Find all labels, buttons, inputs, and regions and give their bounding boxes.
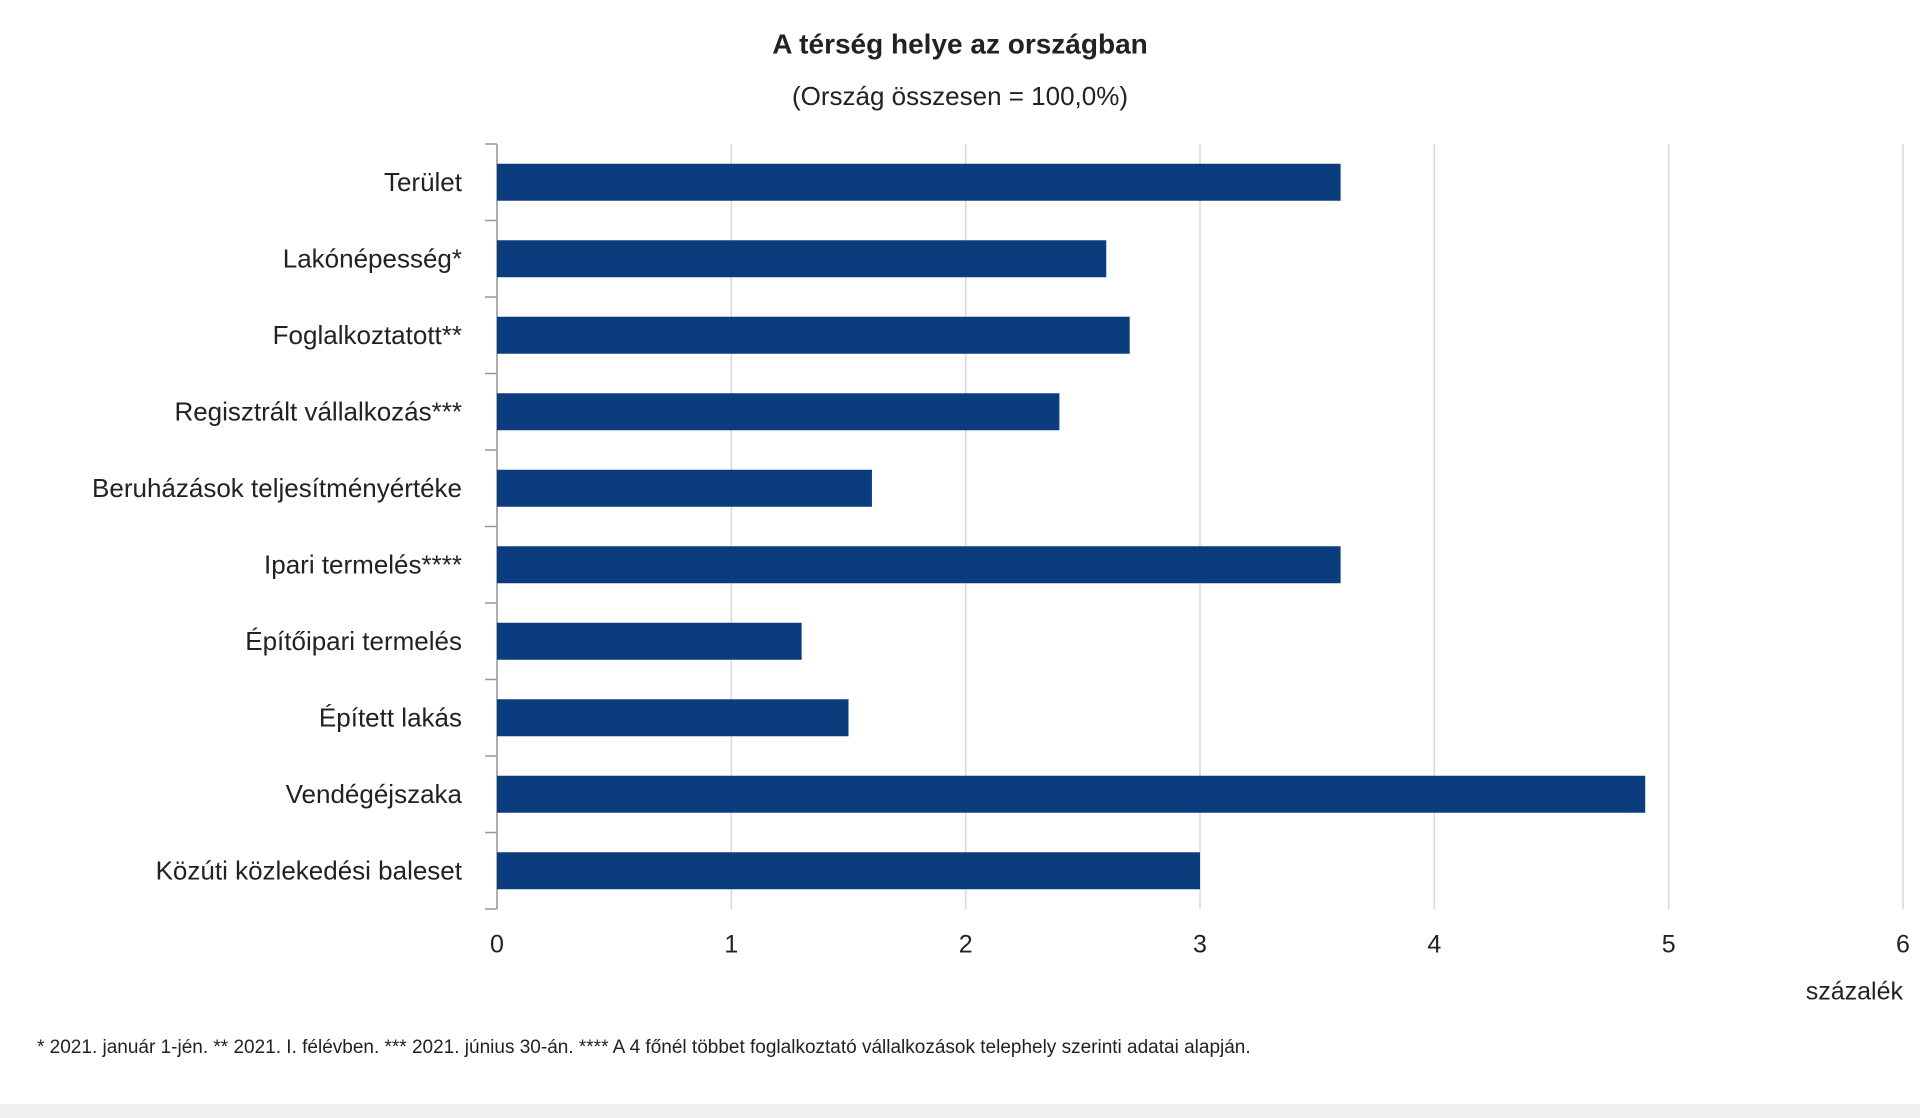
y-tick-label: Építőipari termelés (245, 626, 462, 656)
x-tick-label: 2 (959, 931, 973, 959)
x-tick-label: 5 (1662, 931, 1676, 959)
bar (497, 775, 1646, 813)
y-tick-label: Épített lakás (319, 703, 462, 733)
bar (497, 546, 1341, 584)
x-axis-label: százalék (1806, 978, 1904, 1006)
chart-title: A térség helye az országban (772, 28, 1148, 59)
y-tick-label: Regisztrált vállalkozás*** (174, 397, 462, 427)
bar (497, 699, 849, 737)
bar (497, 393, 1060, 431)
y-tick-label: Beruházások teljesítményértéke (92, 473, 462, 503)
bar (497, 469, 872, 507)
y-tick-label: Foglalkoztatott** (273, 320, 462, 350)
bar (497, 163, 1341, 201)
x-tick-label: 3 (1193, 931, 1207, 959)
y-tick-label: Vendégéjszaka (286, 779, 463, 809)
x-tick-label: 4 (1427, 931, 1441, 959)
chart-subtitle: (Ország összesen = 100,0%) (792, 81, 1128, 111)
y-tick-label: Ipari termelés**** (264, 550, 462, 580)
bar (497, 622, 802, 660)
y-tick-label: Közúti közlekedési baleset (156, 856, 463, 886)
bottom-band (0, 1104, 1920, 1118)
x-tick-label: 6 (1896, 931, 1910, 959)
x-tick-label: 1 (724, 931, 738, 959)
bar (497, 240, 1107, 278)
bar (497, 316, 1130, 354)
footnote: * 2021. január 1-jén. ** 2021. I. félévb… (37, 1037, 1251, 1058)
x-tick-label: 0 (490, 931, 504, 959)
y-tick-label: Lakónépesség* (283, 244, 462, 274)
bar (497, 852, 1200, 890)
y-tick-label: Terület (384, 167, 463, 197)
